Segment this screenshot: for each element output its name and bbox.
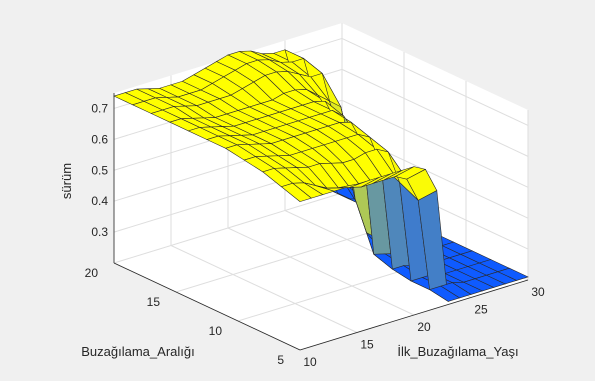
x-tick-label: 10 <box>303 355 317 369</box>
gridline-z-side <box>341 68 529 157</box>
surface-mesh <box>113 49 529 302</box>
y-axis-label: Buzağılama_Aralığı <box>81 344 194 359</box>
y-tick-label: 5 <box>277 353 284 367</box>
z-axis-label: sürüm <box>59 163 74 199</box>
x-tick-label: 25 <box>474 303 488 317</box>
z-tick-label: 0.5 <box>91 163 108 177</box>
x-tick-label: 30 <box>531 285 545 299</box>
tick-labels: 10 15 20 25 30 5 10 15 20 0.3 0.4 0.5 0.6 0.7 <box>85 102 545 370</box>
gridline-x-floor <box>170 245 358 333</box>
z-tick-label: 0.4 <box>91 194 108 208</box>
gridline-y-floor <box>113 192 343 264</box>
y-tick-label: 15 <box>147 295 161 309</box>
x-axis-label: İlk_Buzağılama_Yaşı <box>397 344 518 359</box>
z-tick-label: 0.6 <box>91 132 108 146</box>
axes-lines <box>113 93 529 351</box>
gridline-z-side <box>341 38 529 126</box>
y-axis-line <box>113 262 301 351</box>
z-tick-label: 0.7 <box>91 102 108 116</box>
surface-patch <box>497 267 529 281</box>
gridline-x-floor <box>227 227 415 316</box>
x-axis-line <box>299 279 529 351</box>
gridline-z-side <box>341 99 529 188</box>
y-tick-label: 20 <box>85 266 99 280</box>
y-tick-label: 10 <box>209 324 223 338</box>
axes-side-pane <box>342 23 528 280</box>
gridline-y-floor <box>175 221 405 293</box>
x-tick-label: 15 <box>360 338 374 352</box>
z-tick-label: 0.3 <box>91 225 108 239</box>
x-tick-label: 20 <box>417 320 431 334</box>
